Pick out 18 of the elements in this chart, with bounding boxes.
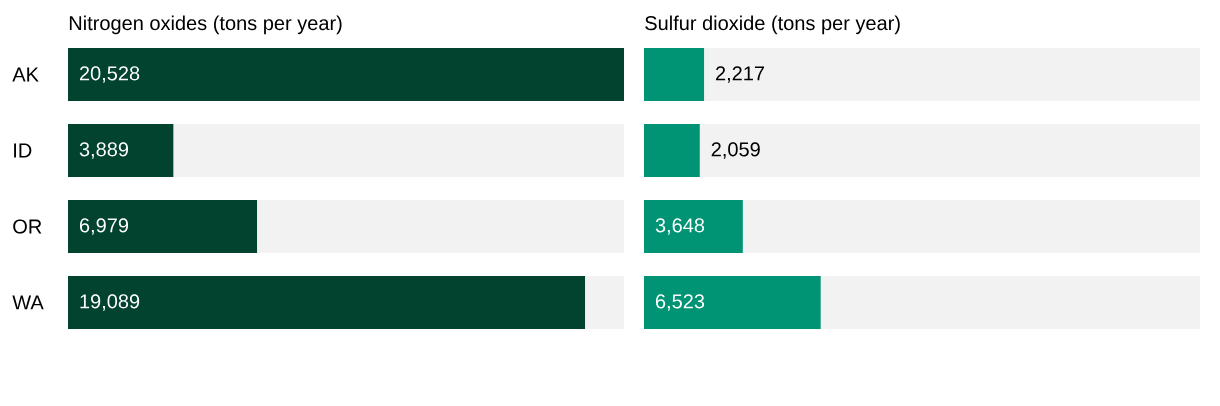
data-label: 3,889 xyxy=(79,142,129,159)
bar xyxy=(644,124,700,177)
y-tick-label: OR xyxy=(13,219,42,234)
data-label: 20,528 xyxy=(79,66,140,83)
bar xyxy=(644,200,743,253)
chart-title: Sulfur dioxide (tons per year) xyxy=(645,15,900,35)
data-label: 2,059 xyxy=(711,142,760,159)
y-tick-label: AK xyxy=(12,67,39,82)
bar xyxy=(68,124,174,177)
data-label: 3,648 xyxy=(655,218,705,235)
chart-title: Nitrogen oxides (tons per year) xyxy=(69,15,342,35)
data-label: 6,523 xyxy=(655,294,705,311)
y-tick-label: WA xyxy=(12,295,44,310)
bar xyxy=(644,48,705,101)
y-tick-label: ID xyxy=(14,143,32,158)
data-label: 6,979 xyxy=(79,218,129,235)
data-label: 2,217 xyxy=(715,66,765,83)
data-label: 19,089 xyxy=(80,294,140,311)
